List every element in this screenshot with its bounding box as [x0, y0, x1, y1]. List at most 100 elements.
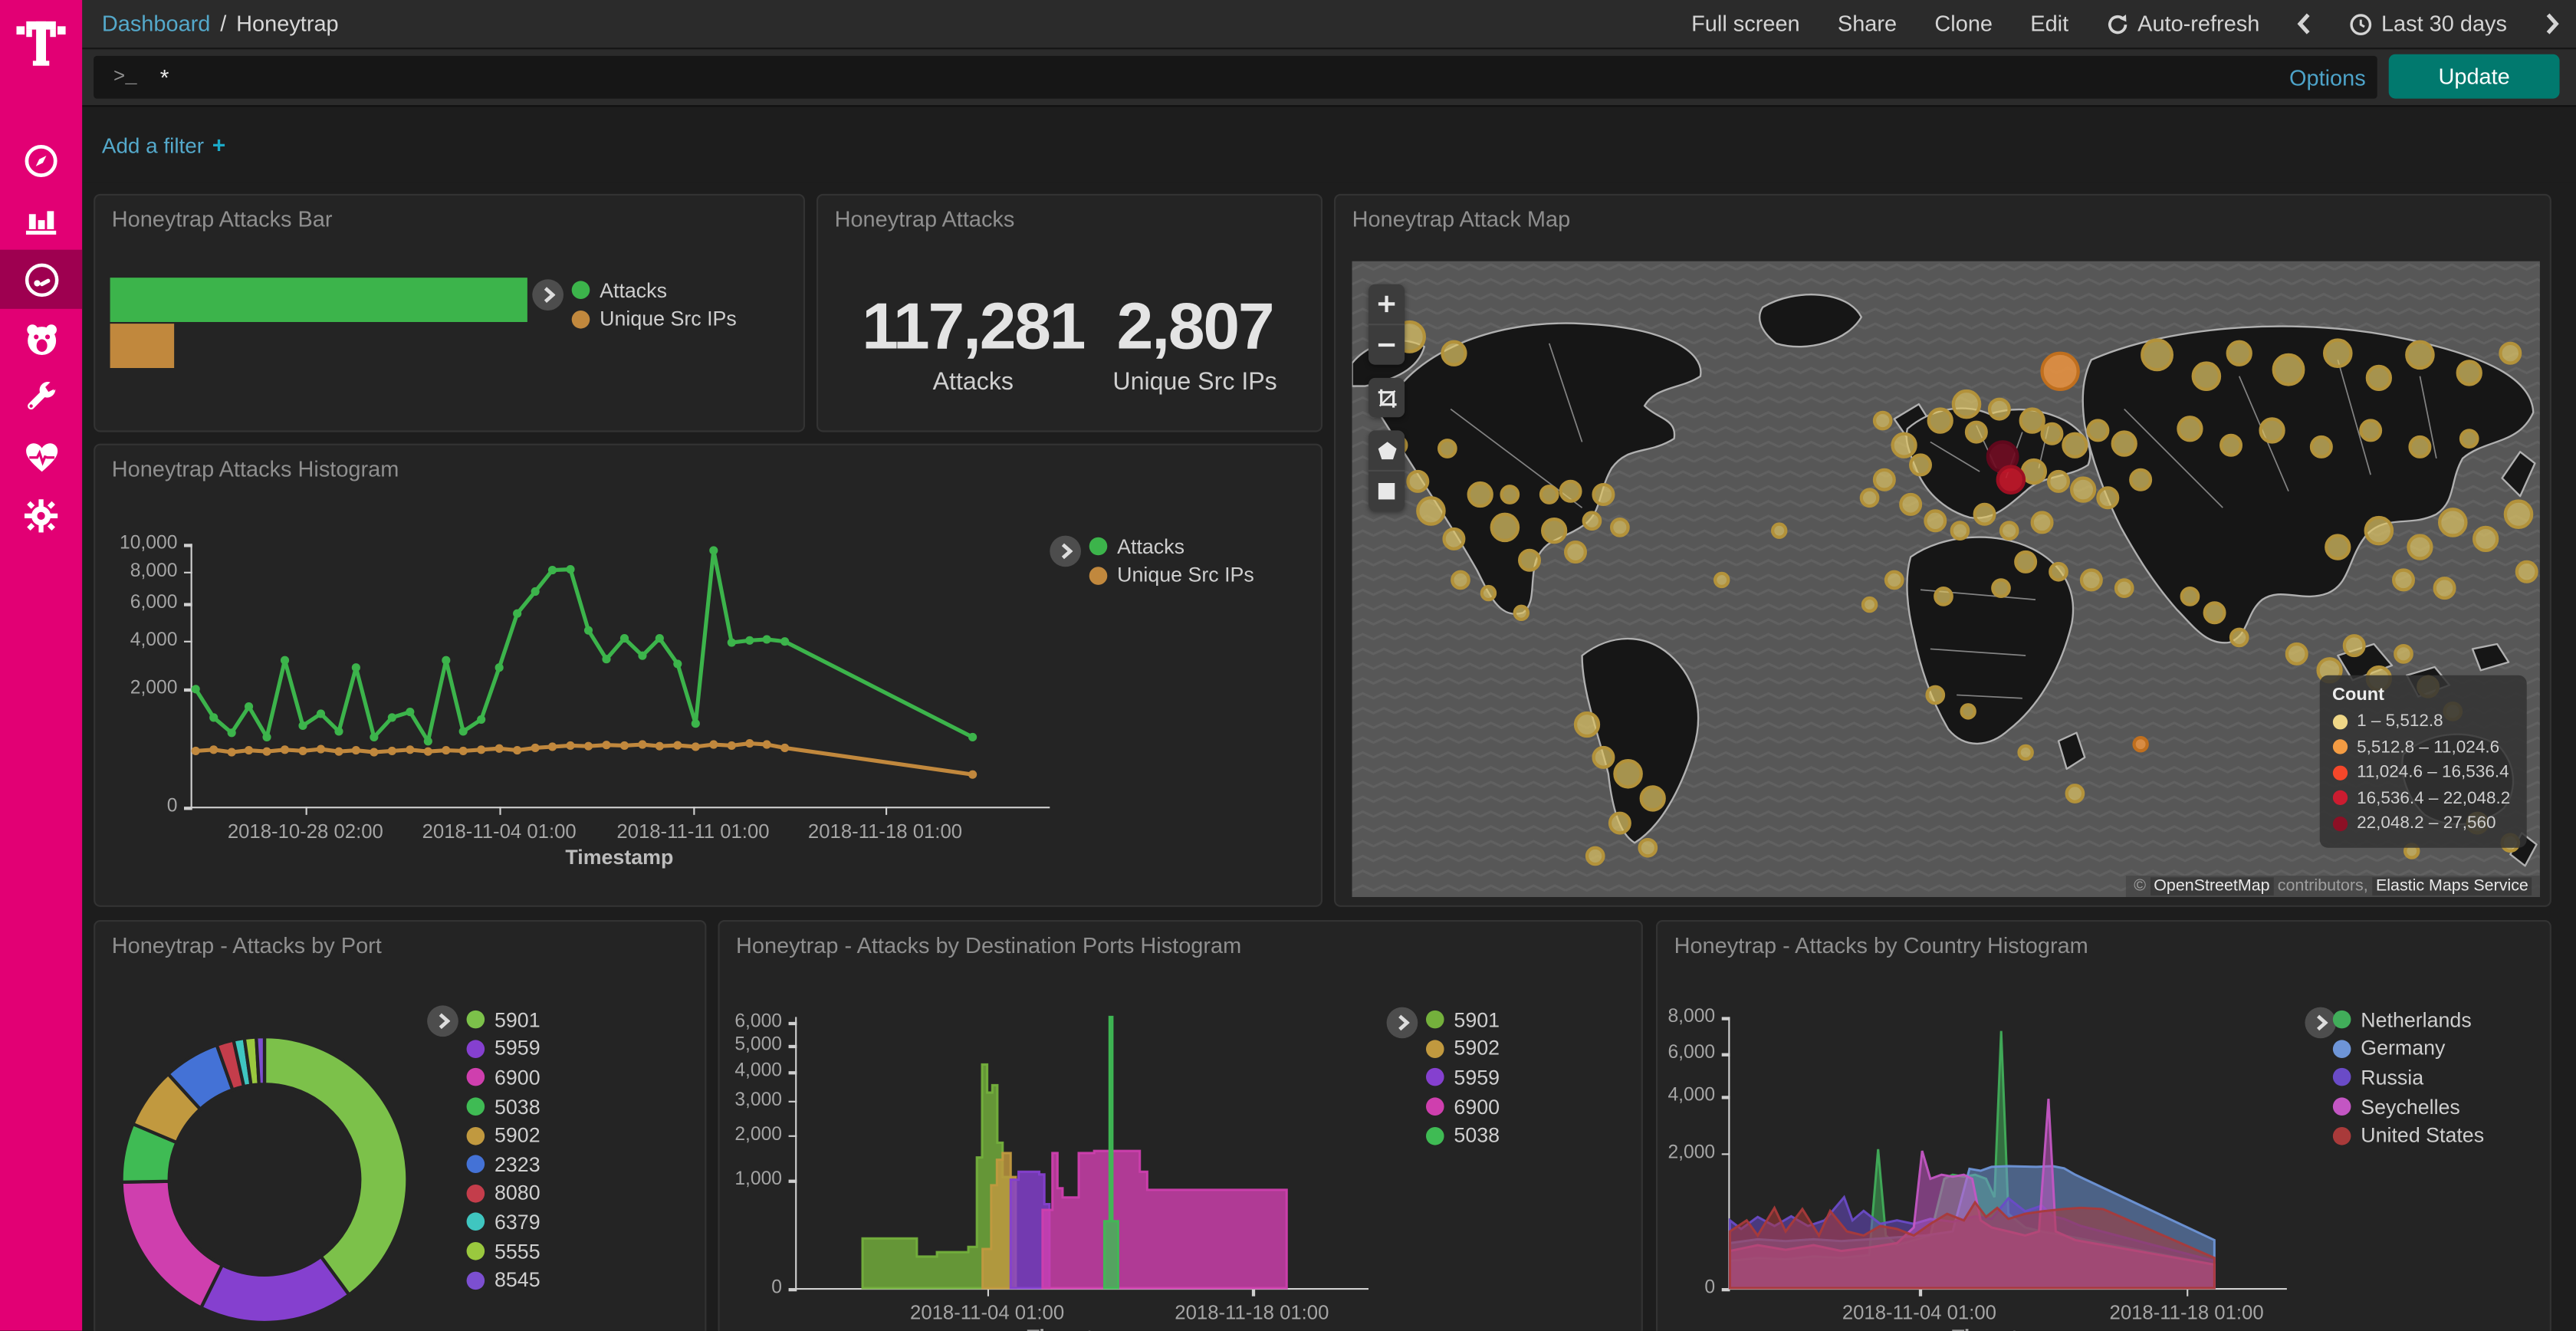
attack-bubble	[1539, 485, 1559, 504]
legend-label: Attacks	[600, 278, 667, 302]
breadcrumb-current: Honeytrap	[236, 12, 339, 37]
legend-item-6900[interactable]: 6900	[466, 1063, 540, 1093]
bar-unique-src-ips[interactable]	[110, 324, 175, 368]
y-tick-label: 6,000	[130, 593, 178, 613]
legend-toggle[interactable]	[1050, 535, 1081, 567]
legend-item-united-states[interactable]: United States	[2332, 1121, 2484, 1150]
map-legend-item: 1 – 5,512.8	[2331, 709, 2510, 735]
bar-attacks[interactable]	[110, 278, 527, 322]
legend-item-germany[interactable]: Germany	[2332, 1034, 2484, 1063]
legend-toggle[interactable]	[2305, 1007, 2337, 1039]
legend-item-5959[interactable]: 5959	[1426, 1063, 1500, 1093]
donut-slice-6900[interactable]	[120, 1179, 225, 1310]
map-attribution: © OpenStreetMap contributors, Elastic Ma…	[2125, 876, 2540, 897]
osm-link[interactable]: OpenStreetMap	[2150, 877, 2273, 896]
legend-item-5902[interactable]: 5902	[1426, 1034, 1500, 1063]
legend-item-attacks[interactable]: Attacks	[571, 276, 737, 305]
legend-item-russia[interactable]: Russia	[2332, 1063, 2484, 1093]
sidebar-item-dashboard[interactable]	[0, 249, 83, 309]
donut-slice-5901[interactable]	[262, 1034, 409, 1297]
attack-bubble	[2014, 550, 2038, 573]
legend-label: 5902	[1454, 1037, 1500, 1060]
map-zoom-out-button[interactable]	[1368, 324, 1405, 365]
legend-item-8080[interactable]: 8080	[466, 1179, 540, 1208]
x-axis-tick	[1919, 1288, 1922, 1296]
legend-item-netherlands[interactable]: Netherlands	[2332, 1005, 2484, 1034]
attack-bubble	[2132, 736, 2149, 753]
legend-item-seychelles[interactable]: Seychelles	[2332, 1093, 2484, 1122]
map-draw-polygon-button[interactable]	[1368, 430, 1405, 469]
attack-bubble	[1608, 811, 1631, 835]
panel-title: Honeytrap Attacks Bar	[111, 207, 333, 232]
x-axis-title: Timestamp	[1027, 1326, 1135, 1330]
panel-title: Honeytrap - Attacks by Port	[111, 933, 382, 958]
legend-item-6379[interactable]: 6379	[466, 1208, 540, 1237]
legend-label: 6900	[1454, 1095, 1500, 1119]
sidebar-item-devtools[interactable]	[0, 368, 82, 427]
update-button[interactable]: Update	[2388, 54, 2560, 99]
legend-item-5959[interactable]: 5959	[466, 1034, 540, 1063]
attack-bubble	[1415, 496, 1446, 526]
map-zoom-in-button[interactable]	[1368, 284, 1405, 324]
legend-item-unique-src-ips[interactable]: Unique Src IPs	[1089, 561, 1254, 590]
legend-label: Netherlands	[2361, 1008, 2472, 1032]
legend-color-dot	[1426, 1040, 1444, 1058]
legend-color-dot	[466, 1242, 485, 1260]
attack-bubble	[2285, 642, 2308, 666]
auto-refresh-button[interactable]: Auto-refresh	[2106, 12, 2259, 36]
legend-item-2323[interactable]: 2323	[466, 1150, 540, 1179]
legend-item-5902[interactable]: 5902	[466, 1121, 540, 1150]
legend-item-attacks[interactable]: Attacks	[1089, 532, 1254, 561]
attack-bubble	[2365, 364, 2392, 391]
map-legend-dot	[2331, 714, 2348, 729]
sidebar-item-timelion[interactable]	[0, 309, 82, 368]
sidebar-item-management[interactable]	[0, 486, 82, 545]
sidebar-item-monitoring[interactable]	[0, 427, 82, 486]
legend-color-dot	[466, 1270, 485, 1290]
breadcrumb-dashboard-link[interactable]: Dashboard	[101, 12, 211, 37]
attack-bubble	[1517, 548, 1541, 572]
map-fit-data-button[interactable]	[1368, 378, 1405, 417]
map-legend: Count 1 – 5,512.8 5,512.8 – 11,024.6 11,02…	[2318, 674, 2527, 848]
legend-item-5038[interactable]: 5038	[1426, 1121, 1500, 1150]
y-tick-label: 10,000	[120, 534, 178, 554]
legend-toggle[interactable]	[427, 1005, 458, 1037]
map-draw-rectangle-button[interactable]	[1368, 469, 1405, 511]
legend-item-unique-src-ips[interactable]: Unique Src IPs	[571, 305, 737, 334]
legend-item-5901[interactable]: 5901	[1426, 1005, 1500, 1034]
wrench-icon	[23, 380, 59, 416]
donut-slice-8545[interactable]	[254, 1034, 267, 1086]
search-input[interactable]: >_ *	[94, 55, 2377, 99]
x-axis-tick	[987, 1288, 990, 1296]
map-legend-item: 22,048.2 – 27,560	[2331, 811, 2510, 836]
elastic-maps-link[interactable]: Elastic Maps Service	[2372, 877, 2532, 896]
add-filter-link[interactable]: Add a filter +	[101, 131, 226, 158]
legend-item-6900[interactable]: 6900	[1426, 1093, 1500, 1122]
legend-item-5901[interactable]: 5901	[466, 1005, 540, 1034]
time-range-picker[interactable]: Last 30 days	[2350, 12, 2507, 36]
time-back-button[interactable]	[2298, 13, 2312, 35]
legend-item-5555[interactable]: 5555	[466, 1237, 540, 1266]
legend-toggle[interactable]	[1386, 1007, 1418, 1039]
telekom-logo[interactable]	[0, 0, 82, 85]
legend-toggle[interactable]	[532, 279, 564, 311]
y-axis-tick	[184, 640, 192, 643]
time-forward-button[interactable]	[2545, 13, 2559, 35]
legend-item-5038[interactable]: 5038	[466, 1093, 540, 1122]
sidebar-item-discover[interactable]	[0, 131, 82, 190]
attack-bubble	[1441, 340, 1467, 367]
edit-button[interactable]: Edit	[2030, 12, 2069, 37]
share-button[interactable]: Share	[1837, 12, 1898, 37]
map-bubbles	[1352, 261, 2540, 897]
query-options-link[interactable]: Options	[2289, 64, 2366, 90]
clone-button[interactable]: Clone	[1934, 12, 1993, 37]
attack-bubble	[2065, 783, 2085, 804]
sidebar-item-visualize[interactable]	[0, 191, 82, 250]
attack-bubble	[1999, 521, 2019, 541]
legend-color-dot	[1426, 1068, 1444, 1087]
world-map[interactable]: Count 1 – 5,512.8 5,512.8 – 11,024.6 11,02…	[1352, 261, 2540, 898]
legend-color-dot	[466, 1097, 485, 1116]
bar-chart-icon	[23, 202, 59, 238]
legend-item-8545[interactable]: 8545	[466, 1266, 540, 1295]
full-screen-button[interactable]: Full screen	[1691, 12, 1800, 37]
